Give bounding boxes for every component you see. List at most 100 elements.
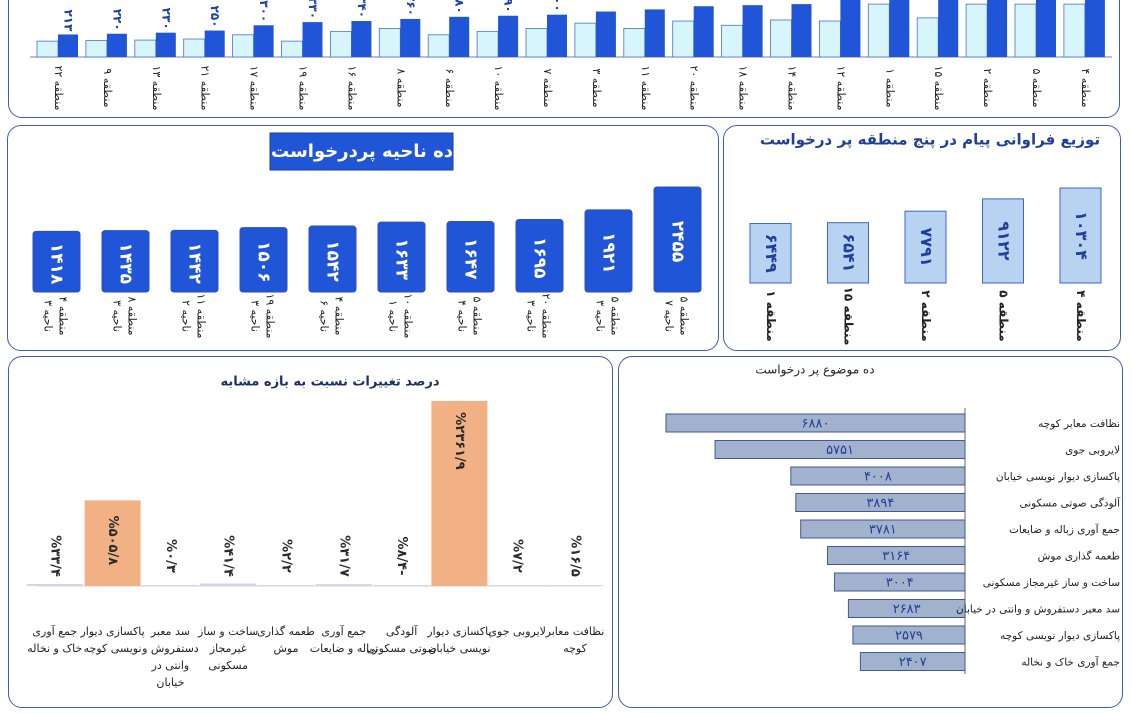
districts-category-label: منطقه ۸: [394, 68, 407, 107]
change-percent-bar: [258, 585, 314, 586]
five-districts-title: توزیع فراوانی پیام در پنج منطقه پر درخوا…: [760, 131, 1100, 150]
top-topics-category-label: لایروبی جوی: [1065, 445, 1120, 457]
top-ten-title-box: [269, 132, 454, 171]
change-percent-value-label: %۱۶/۵: [568, 535, 583, 577]
top-topics-category-label: پاکسازی دیوار نویسی خیابان: [996, 471, 1120, 483]
top-ten-category-line2: منطقه ۴: [57, 296, 70, 335]
five-districts-category-label: منطقه ۴: [1074, 290, 1088, 341]
top-ten-category-line2: منطقه ۸: [126, 296, 139, 335]
districts-category-label: منطقه ۱۹: [297, 65, 310, 110]
top-ten-bar: [308, 225, 357, 293]
districts-bar-cyan: [36, 40, 59, 58]
top-topics-title: ده موضوع پر درخواست: [755, 363, 874, 378]
top-topics-bar: [714, 440, 966, 459]
top-ten-category-line2: منطقه ۱۱: [195, 293, 208, 338]
districts-value-label: ۲۳۰: [159, 8, 173, 30]
top-ten-title: ده ناحیه پردرخواست: [271, 141, 453, 162]
change-percent-value-label: %۲۳۶۱/۹: [452, 412, 467, 470]
districts-bar-blue: [644, 9, 665, 57]
top-ten-category-line1: ناحیه ۳: [594, 300, 607, 332]
top-ten-bar: [101, 230, 150, 293]
change-percent-value-label: %۲/۲: [279, 539, 294, 573]
districts-bar-blue: [106, 33, 127, 57]
change-percent-value-label: %۵۰۵/۸: [105, 516, 120, 566]
top-ten-value-label: ۱۴۴۲: [185, 242, 205, 284]
change-percent-category-label: طعمه گذاری: [257, 625, 315, 638]
top-topics-category-label: نظافت معابر کوچه: [1038, 418, 1120, 430]
districts-bar-blue: [987, 0, 1008, 57]
districts-category-label: منطقه ۱۵: [932, 65, 945, 110]
districts-bar-blue: [351, 21, 372, 58]
districts-bar-blue: [742, 5, 763, 58]
top-topics-value-label: ۲۶۸۳: [893, 602, 921, 617]
districts-bar-cyan: [819, 20, 841, 58]
change-percent-bar: [26, 583, 83, 586]
change-percent-category-label: کوچه: [563, 642, 587, 655]
change-percent-category-label: ساخت و ساز: [197, 625, 258, 638]
top-topics-value-label: ۳۷۸۱: [869, 523, 897, 538]
top-topics-category-label: پاکسازی دیوار نویسی کوچه: [1000, 630, 1120, 642]
top-topics-bar: [826, 546, 966, 565]
districts-bar-cyan: [525, 28, 548, 58]
change-percent-bar: [489, 585, 546, 586]
districts-category-label: منطقه ۲۰: [688, 65, 701, 110]
top-topics-bar: [790, 466, 966, 486]
change-percent-bar: [200, 583, 257, 586]
top-topics-value-label: ۵۷۵۱: [826, 443, 854, 458]
top-topics-category-label: سد معبر دستفروش و وانتی در خیابان: [956, 604, 1120, 616]
change-percent-bar: [431, 401, 488, 586]
districts-category-label: منطقه ۵: [1030, 68, 1043, 107]
districts-value-label: ۳۶۰: [404, 0, 418, 16]
top-topics-value-label: ۲۵۷۹: [895, 629, 923, 644]
districts-value-label: ۲۵۰: [208, 6, 222, 28]
five-districts-value-label: ۱۰۳۰۴: [1072, 211, 1091, 260]
five-districts-bar: [1059, 187, 1102, 284]
top-ten-bar: [446, 221, 495, 293]
top-ten-bar: [377, 221, 426, 293]
five-districts-bar: [904, 210, 947, 284]
top-ten-bar: [584, 209, 633, 293]
districts-bar-blue: [400, 18, 421, 57]
districts-category-label: منطقه ۱۴: [786, 65, 799, 110]
top-topics-bar: [795, 493, 966, 512]
change-percent-value-label: %۰/۳: [163, 539, 178, 573]
top-ten-category-line1: ناحیه ۶: [318, 300, 331, 332]
change-percent-category-label: جمع آوری: [32, 624, 77, 638]
districts-bar-cyan: [721, 24, 743, 58]
districts-value-label: ۲۱۳: [62, 9, 76, 32]
districts-category-label: منطقه ۲۲: [52, 65, 65, 110]
top-topics-bar: [847, 599, 966, 618]
change-percent-category-label: نظافت معابر: [545, 625, 605, 638]
top-ten-category-line1: ناحیه ۳: [42, 300, 55, 332]
top-ten-value-label: ۱۵۴۲: [323, 240, 343, 282]
top-ten-value-label: ۱۶۴۷: [461, 238, 481, 280]
change-percent-category-label: آلودگی: [386, 624, 418, 638]
districts-category-label: منطقه ۱۶: [345, 65, 358, 110]
districts-bar-cyan: [770, 19, 792, 58]
change-percent-bar: [84, 500, 141, 586]
top-ten-category-line1: ناحیه ۲: [180, 300, 193, 332]
five-districts-value-label: ۹۱۲۲: [995, 221, 1014, 260]
change-percent-value-label: %۴۱/۴: [221, 535, 236, 577]
districts-bar-cyan: [232, 34, 255, 58]
districts-bar-blue: [155, 32, 176, 57]
districts-bar-cyan: [427, 34, 450, 58]
top-ten-category-line2: منطقه ۱۰: [402, 293, 415, 338]
change-percent-category-label: خیابان: [156, 676, 184, 689]
districts-bar-cyan: [623, 28, 646, 58]
change-percent-category-label: نویسی کوچه: [84, 642, 142, 655]
districts-value-label: ۳۴۰: [355, 0, 369, 18]
five-districts-bar: [749, 223, 792, 284]
five-districts-category-label: منطقه ۲: [919, 290, 933, 341]
districts-bar-blue: [498, 15, 519, 57]
change-percent-category-label: دستفروش و: [141, 642, 199, 655]
districts-bar-cyan: [574, 22, 597, 58]
districts-bar-blue: [938, 0, 959, 57]
top-topics-bar: [852, 625, 966, 645]
change-percent-category-label: زباله و ضایعات: [310, 642, 378, 655]
top-ten-bar: [170, 229, 219, 293]
change-percent-category-label: لایروبی جوی: [488, 625, 546, 638]
top-ten-value-label: ۱۶۹۵: [530, 237, 550, 279]
top-ten-value-label: ۲۴۵۵: [668, 221, 688, 263]
